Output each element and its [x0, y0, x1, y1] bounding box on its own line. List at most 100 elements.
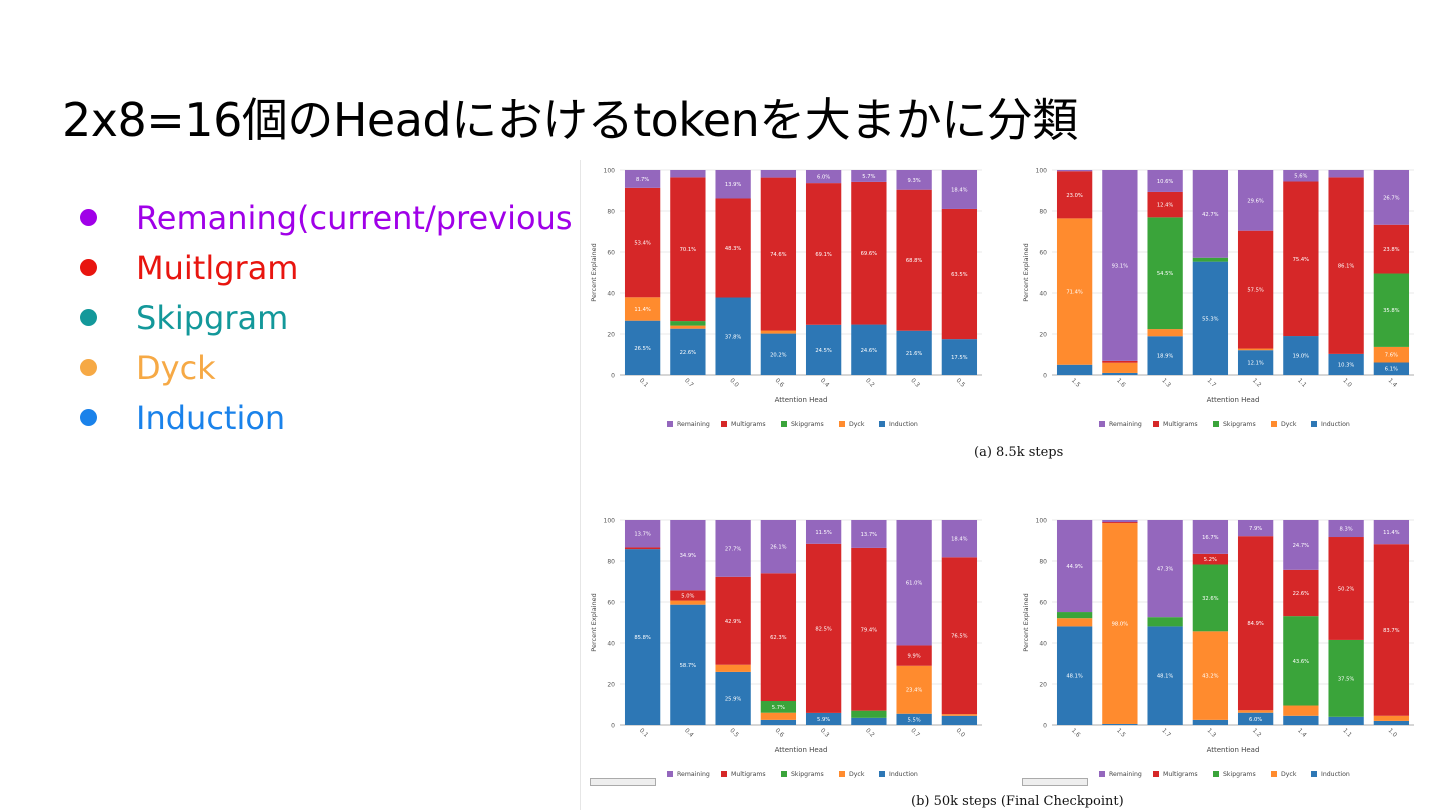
x-tick-label: 1.1 — [1341, 727, 1353, 739]
data-label: 23.8% — [1383, 247, 1400, 253]
bar-segment-induction — [941, 339, 978, 375]
y-tick-label: 20 — [1039, 332, 1047, 339]
x-tick-label: 0.1 — [638, 727, 650, 739]
bar-segment-induction — [715, 297, 751, 375]
data-label: 7.6% — [1385, 353, 1398, 359]
data-label: 5.7% — [772, 705, 785, 711]
data-label: 8.7% — [636, 177, 649, 183]
legend-swatch-dyck — [839, 421, 845, 427]
x-tick-label: 1.3 — [1206, 727, 1218, 739]
bar-segment-multigrams — [1373, 544, 1410, 716]
chart-panel-2: 0 20 40 60 80 100 71.4% 23.0% 1.5 93.1% 1.6 18.9% 54… — [1022, 168, 1414, 428]
legend-swatch-induction — [879, 771, 885, 777]
y-tick-label: 60 — [1039, 250, 1047, 257]
bullet-dot — [80, 309, 97, 326]
data-label: 7.9% — [1249, 526, 1262, 532]
legend-label: Dyck — [849, 421, 865, 428]
legend-label: Multigrams — [731, 421, 766, 428]
legend-swatch-dyck — [1271, 421, 1277, 427]
data-label: 11.5% — [815, 530, 832, 536]
legend-label: Dyck — [849, 771, 865, 778]
x-tick-label: 1.5 — [1070, 377, 1082, 389]
data-label: 11.4% — [634, 307, 651, 313]
y-tick-label: 80 — [607, 209, 615, 216]
data-label: 10.3% — [1338, 362, 1355, 368]
legend-swatch-induction — [1311, 421, 1317, 427]
bar-segment-dyck — [1102, 523, 1138, 724]
data-label: 71.4% — [1066, 290, 1083, 296]
data-label: 5.6% — [1294, 174, 1307, 180]
figure-left-border — [580, 160, 581, 810]
bar-segment-remaining — [941, 520, 978, 558]
legend-label: Multigrams — [731, 771, 766, 778]
bar-segment-multigrams — [1328, 177, 1364, 354]
y-tick-label: 80 — [1039, 559, 1047, 566]
figure-stamp-right — [1022, 778, 1088, 786]
x-tick-label: 0.1 — [638, 377, 650, 389]
data-label: 48.3% — [725, 246, 742, 252]
legend-label: Induction — [1321, 771, 1350, 778]
x-tick-label: 0.5 — [955, 377, 967, 389]
legend-label: Remaining — [1109, 421, 1142, 428]
bar-segment-induction — [624, 549, 661, 725]
bar-segment-induction — [896, 713, 932, 725]
bar-segment-dyck — [1056, 218, 1093, 365]
x-tick-label: 1.4 — [1387, 377, 1399, 389]
bar-segment-induction — [1373, 720, 1410, 725]
legend-label: Remaining — [677, 771, 710, 778]
bar-segment-induction — [1283, 336, 1319, 375]
bar-segment-induction — [1328, 716, 1364, 725]
bar-segment-remaining — [1283, 170, 1319, 182]
data-label: 83.7% — [1383, 628, 1400, 634]
data-label: 62.3% — [770, 635, 787, 641]
bar-segment-dyck — [1373, 715, 1410, 721]
legend-label: Remaining — [677, 421, 710, 428]
bullet-dot — [80, 409, 97, 426]
legend-swatch-multigrams — [1153, 421, 1159, 427]
figure-stamp-left — [590, 778, 656, 786]
y-tick-label: 0 — [611, 373, 615, 380]
bar-segment-induction — [760, 719, 797, 725]
y-tick-label: 60 — [1039, 600, 1047, 607]
bar-segment-skipgrams — [670, 321, 706, 326]
y-tick-label: 100 — [1036, 518, 1048, 525]
bar-segment-skipgrams — [1283, 616, 1319, 706]
y-tick-label: 100 — [604, 518, 616, 525]
data-label: 32.6% — [1202, 596, 1219, 602]
bar-segment-remaining — [624, 170, 661, 188]
bullet-dot — [80, 259, 97, 276]
x-tick-label: 1.2 — [1251, 377, 1263, 389]
bar-segment-dyck — [1147, 329, 1183, 337]
data-label: 43.6% — [1293, 659, 1310, 665]
data-label: 48.1% — [1157, 674, 1174, 680]
legend-swatch-induction — [1311, 771, 1317, 777]
legend-label: Remaining — [1109, 771, 1142, 778]
x-tick-label: 0.4 — [683, 727, 695, 739]
legend-label: Dyck — [1281, 421, 1297, 428]
bar-segment-dyck — [941, 714, 978, 716]
bar-segment-remaining — [1192, 170, 1229, 258]
bullet-item-induction: Induction — [78, 396, 578, 446]
caption-8-5k-steps: (a) 8.5k steps — [974, 445, 1064, 460]
data-label: 18.4% — [951, 537, 968, 543]
data-label: 47.3% — [1157, 567, 1174, 573]
bar-segment-skipgrams — [1328, 639, 1364, 717]
x-tick-label: 1.2 — [1251, 727, 1263, 739]
data-label: 53.4% — [634, 241, 651, 247]
bar-segment-induction — [941, 715, 978, 725]
caption-50k-steps: (b) 50k steps (Final Checkpoint) — [911, 794, 1124, 809]
data-label: 5.0% — [681, 593, 694, 599]
data-label: 6.0% — [817, 175, 830, 181]
bar-segment-induction — [760, 333, 797, 375]
x-tick-label: 0.2 — [864, 377, 876, 389]
data-label: 9.9% — [908, 654, 921, 660]
bar-segment-induction — [896, 330, 932, 375]
data-label: 5.2% — [1204, 557, 1217, 563]
data-label: 24.7% — [1293, 543, 1310, 549]
legend-label: Multigrams — [1163, 771, 1198, 778]
x-tick-label: 0.3 — [819, 727, 831, 739]
legend-swatch-skipgrams — [1213, 771, 1219, 777]
data-label: 24.6% — [861, 348, 878, 354]
bar-segment-induction — [1373, 362, 1410, 375]
bar-segment-remaining — [715, 170, 751, 199]
